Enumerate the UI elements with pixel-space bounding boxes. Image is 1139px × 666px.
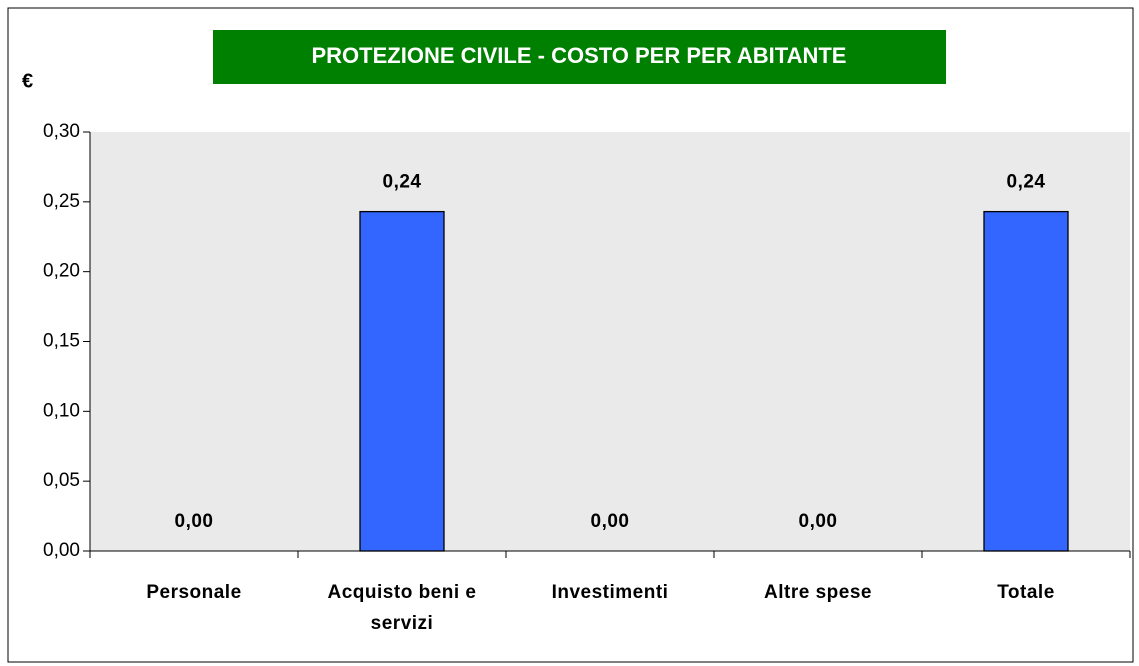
y-tick-label: 0,25 — [43, 191, 80, 212]
y-tick-label: 0,30 — [43, 121, 80, 142]
chart-title: PROTEZIONE CIVILE - COSTO PER PER ABITAN… — [312, 43, 847, 68]
data-label: 0,00 — [175, 511, 214, 532]
plot-area — [90, 132, 1130, 551]
data-label: 0,00 — [591, 511, 630, 532]
bar — [359, 210, 445, 552]
bar — [983, 210, 1069, 552]
x-tick-label: Investimenti — [551, 582, 669, 603]
data-label: 0,00 — [799, 511, 838, 532]
y-tick-label: 0,20 — [43, 261, 80, 282]
data-label: 0,24 — [1007, 172, 1046, 193]
y-tick-label: 0,10 — [43, 400, 80, 421]
title-box — [213, 30, 946, 84]
y-tick-label: 0,15 — [43, 331, 80, 352]
y-tick-label: 0,00 — [43, 540, 80, 561]
x-tick-label: Personale — [146, 582, 242, 603]
x-tick-label: Acquisto beni e servizi — [327, 582, 477, 634]
x-tick-label: Altre spese — [764, 582, 872, 603]
y-axis-label: € — [22, 70, 33, 92]
y-tick-label: 0,05 — [43, 470, 80, 491]
data-label: 0,24 — [383, 172, 422, 193]
x-tick-label: Totale — [997, 582, 1055, 603]
